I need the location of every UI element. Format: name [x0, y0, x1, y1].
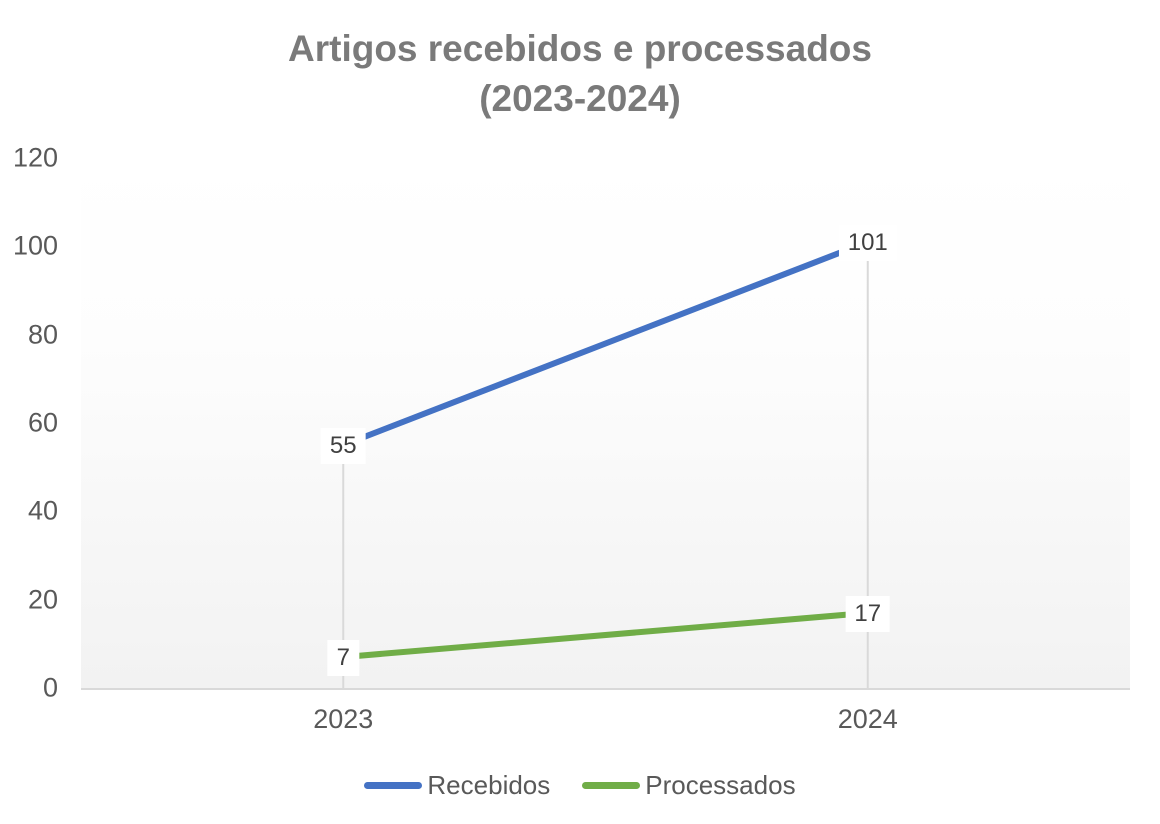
- chart-title-line2: (2023-2024): [479, 78, 681, 119]
- legend-line-swatch-processados: [582, 781, 641, 789]
- chart-title: Artigos recebidos e processados (2023-20…: [0, 24, 1160, 124]
- legend-label-recebidos: Recebidos: [427, 770, 551, 800]
- series-line-recebidos: [342, 239, 869, 448]
- chart-title-line1: Artigos recebidos e processados: [288, 28, 872, 69]
- legend-label-processados: Processados: [645, 770, 796, 800]
- plot-background: [81, 158, 1130, 688]
- series-line-processados: [342, 609, 869, 661]
- legend-item-recebidos: Recebidos: [364, 770, 550, 800]
- legend-line-swatch-recebidos: [364, 781, 423, 789]
- legend-item-processados: Processados: [582, 770, 796, 800]
- legend: Recebidos Processados: [0, 770, 1160, 800]
